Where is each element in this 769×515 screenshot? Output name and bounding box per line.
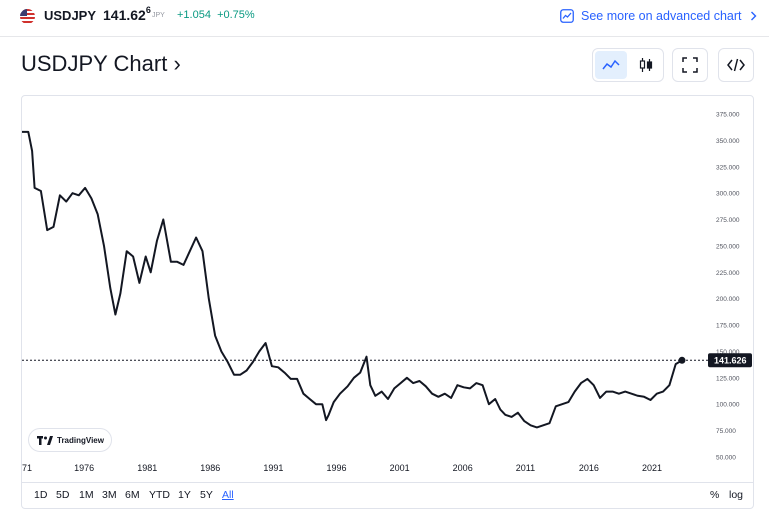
tradingview-logo-icon	[37, 435, 53, 445]
chevron-right-icon	[750, 11, 757, 21]
range-1y[interactable]: 1Y	[178, 489, 191, 501]
last-price-fraction: 6	[145, 5, 151, 15]
x-tick-label: 2006	[453, 463, 473, 473]
header-divider	[0, 36, 769, 37]
line-style-button[interactable]	[595, 51, 627, 79]
y-tick-label: 125.000	[716, 375, 740, 382]
x-tick-label: 2001	[390, 463, 410, 473]
x-tick-label: 2011	[516, 463, 535, 473]
y-tick-label: 350.000	[716, 138, 740, 145]
y-tick-label: 75.000	[716, 428, 736, 435]
range-1d[interactable]: 1D	[34, 489, 48, 501]
range-ytd[interactable]: YTD	[149, 489, 170, 501]
y-tick-label: 175.000	[716, 323, 740, 330]
fullscreen-button[interactable]	[672, 48, 708, 82]
percent-scale-button[interactable]: %	[710, 489, 720, 501]
advanced-chart-icon	[560, 9, 574, 23]
range-5d[interactable]: 5D	[56, 489, 70, 501]
y-tick-label: 200.000	[716, 296, 740, 303]
last-price: 141.626	[103, 5, 151, 23]
fullscreen-icon	[682, 57, 698, 73]
change-percent: +0.75%	[217, 9, 255, 21]
y-tick-label: 300.000	[716, 191, 740, 198]
price-change: +1.054 +0.75%	[177, 9, 255, 21]
y-tick-label: 325.000	[716, 164, 740, 171]
page-title[interactable]: USDJPY Chart ›	[21, 51, 181, 77]
embed-button[interactable]	[718, 48, 754, 82]
range-3m[interactable]: 3M	[102, 489, 117, 501]
y-tick-label: 50.000	[716, 455, 736, 462]
x-tick-label: 1996	[326, 463, 346, 473]
range-6m[interactable]: 6M	[125, 489, 140, 501]
y-tick-label: 250.000	[716, 243, 740, 250]
currency-label: JPY	[152, 12, 165, 19]
x-tick-label: 1986	[200, 463, 220, 473]
y-tick-label: 150.000	[716, 349, 740, 356]
range-1m[interactable]: 1M	[79, 489, 94, 501]
symbol-header: USDJPY 141.626 JPY +1.054 +0.75% See mor…	[0, 0, 769, 36]
x-tick-label: 2021	[642, 463, 662, 473]
x-tick-label: 2016	[579, 463, 599, 473]
symbol-name[interactable]: USDJPY	[44, 8, 97, 23]
last-price-main: 141.62	[103, 7, 146, 23]
y-tick-label: 275.000	[716, 217, 740, 224]
us-flag-icon	[20, 9, 35, 24]
range-all[interactable]: All	[222, 489, 234, 501]
tradingview-badge-text: TradingView	[57, 435, 104, 445]
range-5y[interactable]: 5Y	[200, 489, 213, 501]
chart-style-toggle	[592, 48, 664, 82]
range-selector: 1D 5D 1M 3M 6M YTD 1Y 5Y All % log	[22, 482, 753, 508]
chevron-right-icon: ›	[173, 51, 181, 76]
log-scale-button[interactable]: log	[729, 489, 744, 501]
line-chart-icon	[602, 59, 620, 70]
tradingview-badge[interactable]: TradingView	[28, 428, 112, 452]
x-tick-label: 1981	[137, 463, 157, 473]
advanced-chart-link[interactable]: See more on advanced chart	[560, 7, 757, 25]
last-price-tag-text: 141.626	[714, 355, 747, 365]
advanced-chart-link-text: See more on advanced chart	[581, 9, 742, 23]
y-tick-label: 100.000	[716, 402, 740, 409]
x-tick-label: 1976	[74, 463, 94, 473]
x-tick-label: 1991	[263, 463, 283, 473]
chart-container: 375.000 350.000 325.000 300.000 275.000 250.0…	[21, 95, 754, 509]
candles-style-button[interactable]	[630, 51, 662, 79]
price-series-line	[22, 130, 683, 429]
last-price-dot	[678, 356, 686, 364]
x-tick-label: 71	[22, 463, 32, 473]
change-value: +1.054	[177, 9, 211, 21]
candles-icon	[639, 58, 653, 72]
page-title-text: USDJPY Chart	[21, 51, 168, 76]
y-tick-label: 225.000	[716, 270, 740, 277]
embed-code-icon	[727, 58, 745, 72]
price-chart[interactable]: 375.000 350.000 325.000 300.000 275.000 250.0…	[22, 96, 753, 482]
y-tick-label: 375.000	[716, 112, 740, 119]
last-price-tag	[708, 353, 752, 368]
